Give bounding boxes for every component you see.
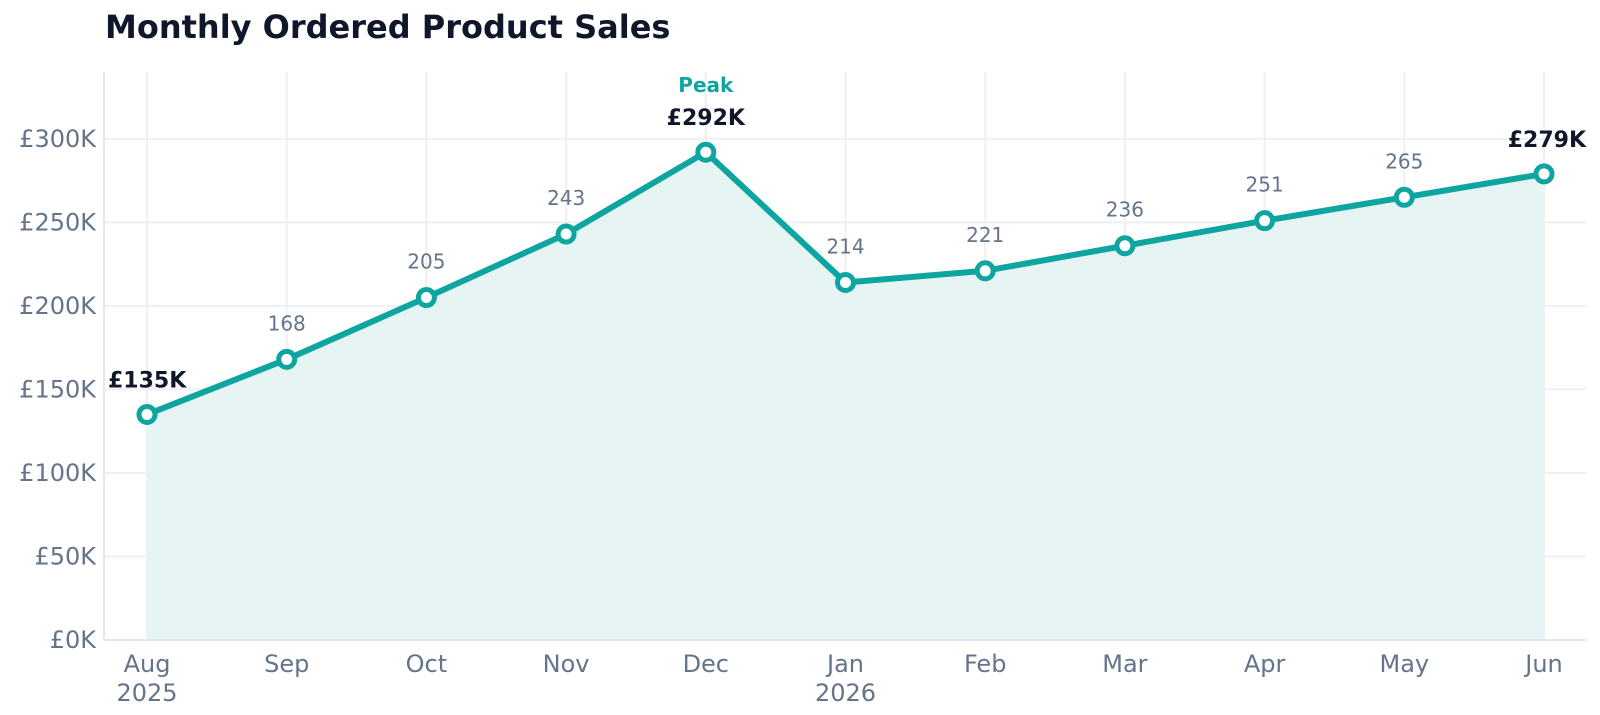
y-tick-label: £50K (34, 542, 97, 570)
y-tick-label: £250K (19, 208, 97, 236)
y-tick-label: £200K (19, 292, 97, 320)
data-point (1393, 186, 1415, 208)
x-tick-label: Nov (543, 650, 590, 678)
chart-title: Monthly Ordered Product Sales (105, 8, 671, 46)
data-point (1533, 163, 1555, 185)
data-label: £135K (108, 368, 187, 393)
data-point (835, 271, 856, 293)
data-points (136, 141, 1555, 425)
x-tick-label: Dec (683, 650, 729, 678)
data-label: 205 (407, 250, 445, 274)
data-point (1114, 235, 1136, 257)
data-label: 168 (268, 311, 306, 335)
data-point (974, 260, 996, 282)
x-tick-label: Apr (1244, 650, 1286, 678)
data-label: £292K (667, 106, 746, 131)
data-point (136, 403, 158, 425)
peak-annotation: Peak (678, 73, 734, 97)
area-fill-path (147, 152, 1544, 640)
data-point (276, 348, 298, 370)
data-label: 236 (1106, 198, 1144, 222)
data-label: 243 (547, 186, 585, 210)
data-point (555, 223, 577, 245)
y-tick-label: £150K (19, 375, 97, 403)
data-label: 214 (826, 234, 864, 258)
data-label: 265 (1385, 149, 1423, 173)
x-tick-label: Sep (264, 650, 309, 678)
x-tick-label: Aug (124, 650, 171, 678)
y-tick-label: £300K (19, 125, 97, 153)
x-tick-label: 2025 (116, 679, 177, 707)
x-tick-label: Jan (825, 650, 864, 678)
x-tick-label: Mar (1102, 650, 1147, 678)
data-point (415, 287, 437, 309)
x-tick-label: Oct (406, 650, 448, 678)
x-tick-label: May (1379, 650, 1429, 678)
data-point (1254, 210, 1276, 232)
y-tick-label: £100K (19, 459, 97, 487)
area-fill (147, 152, 1544, 640)
data-label: £279K (1508, 128, 1587, 153)
data-label: 221 (966, 223, 1004, 247)
y-tick-label: £0K (50, 626, 98, 654)
data-labels: £135K 168 205 243 £292K 214 221 236 251 265 £279K P… (108, 73, 1587, 393)
data-label: 251 (1246, 173, 1284, 197)
x-tick-label: 2026 (815, 679, 876, 707)
data-point (695, 141, 717, 163)
x-tick-label: Feb (964, 650, 1007, 678)
x-tick-label: Jun (1523, 650, 1563, 678)
